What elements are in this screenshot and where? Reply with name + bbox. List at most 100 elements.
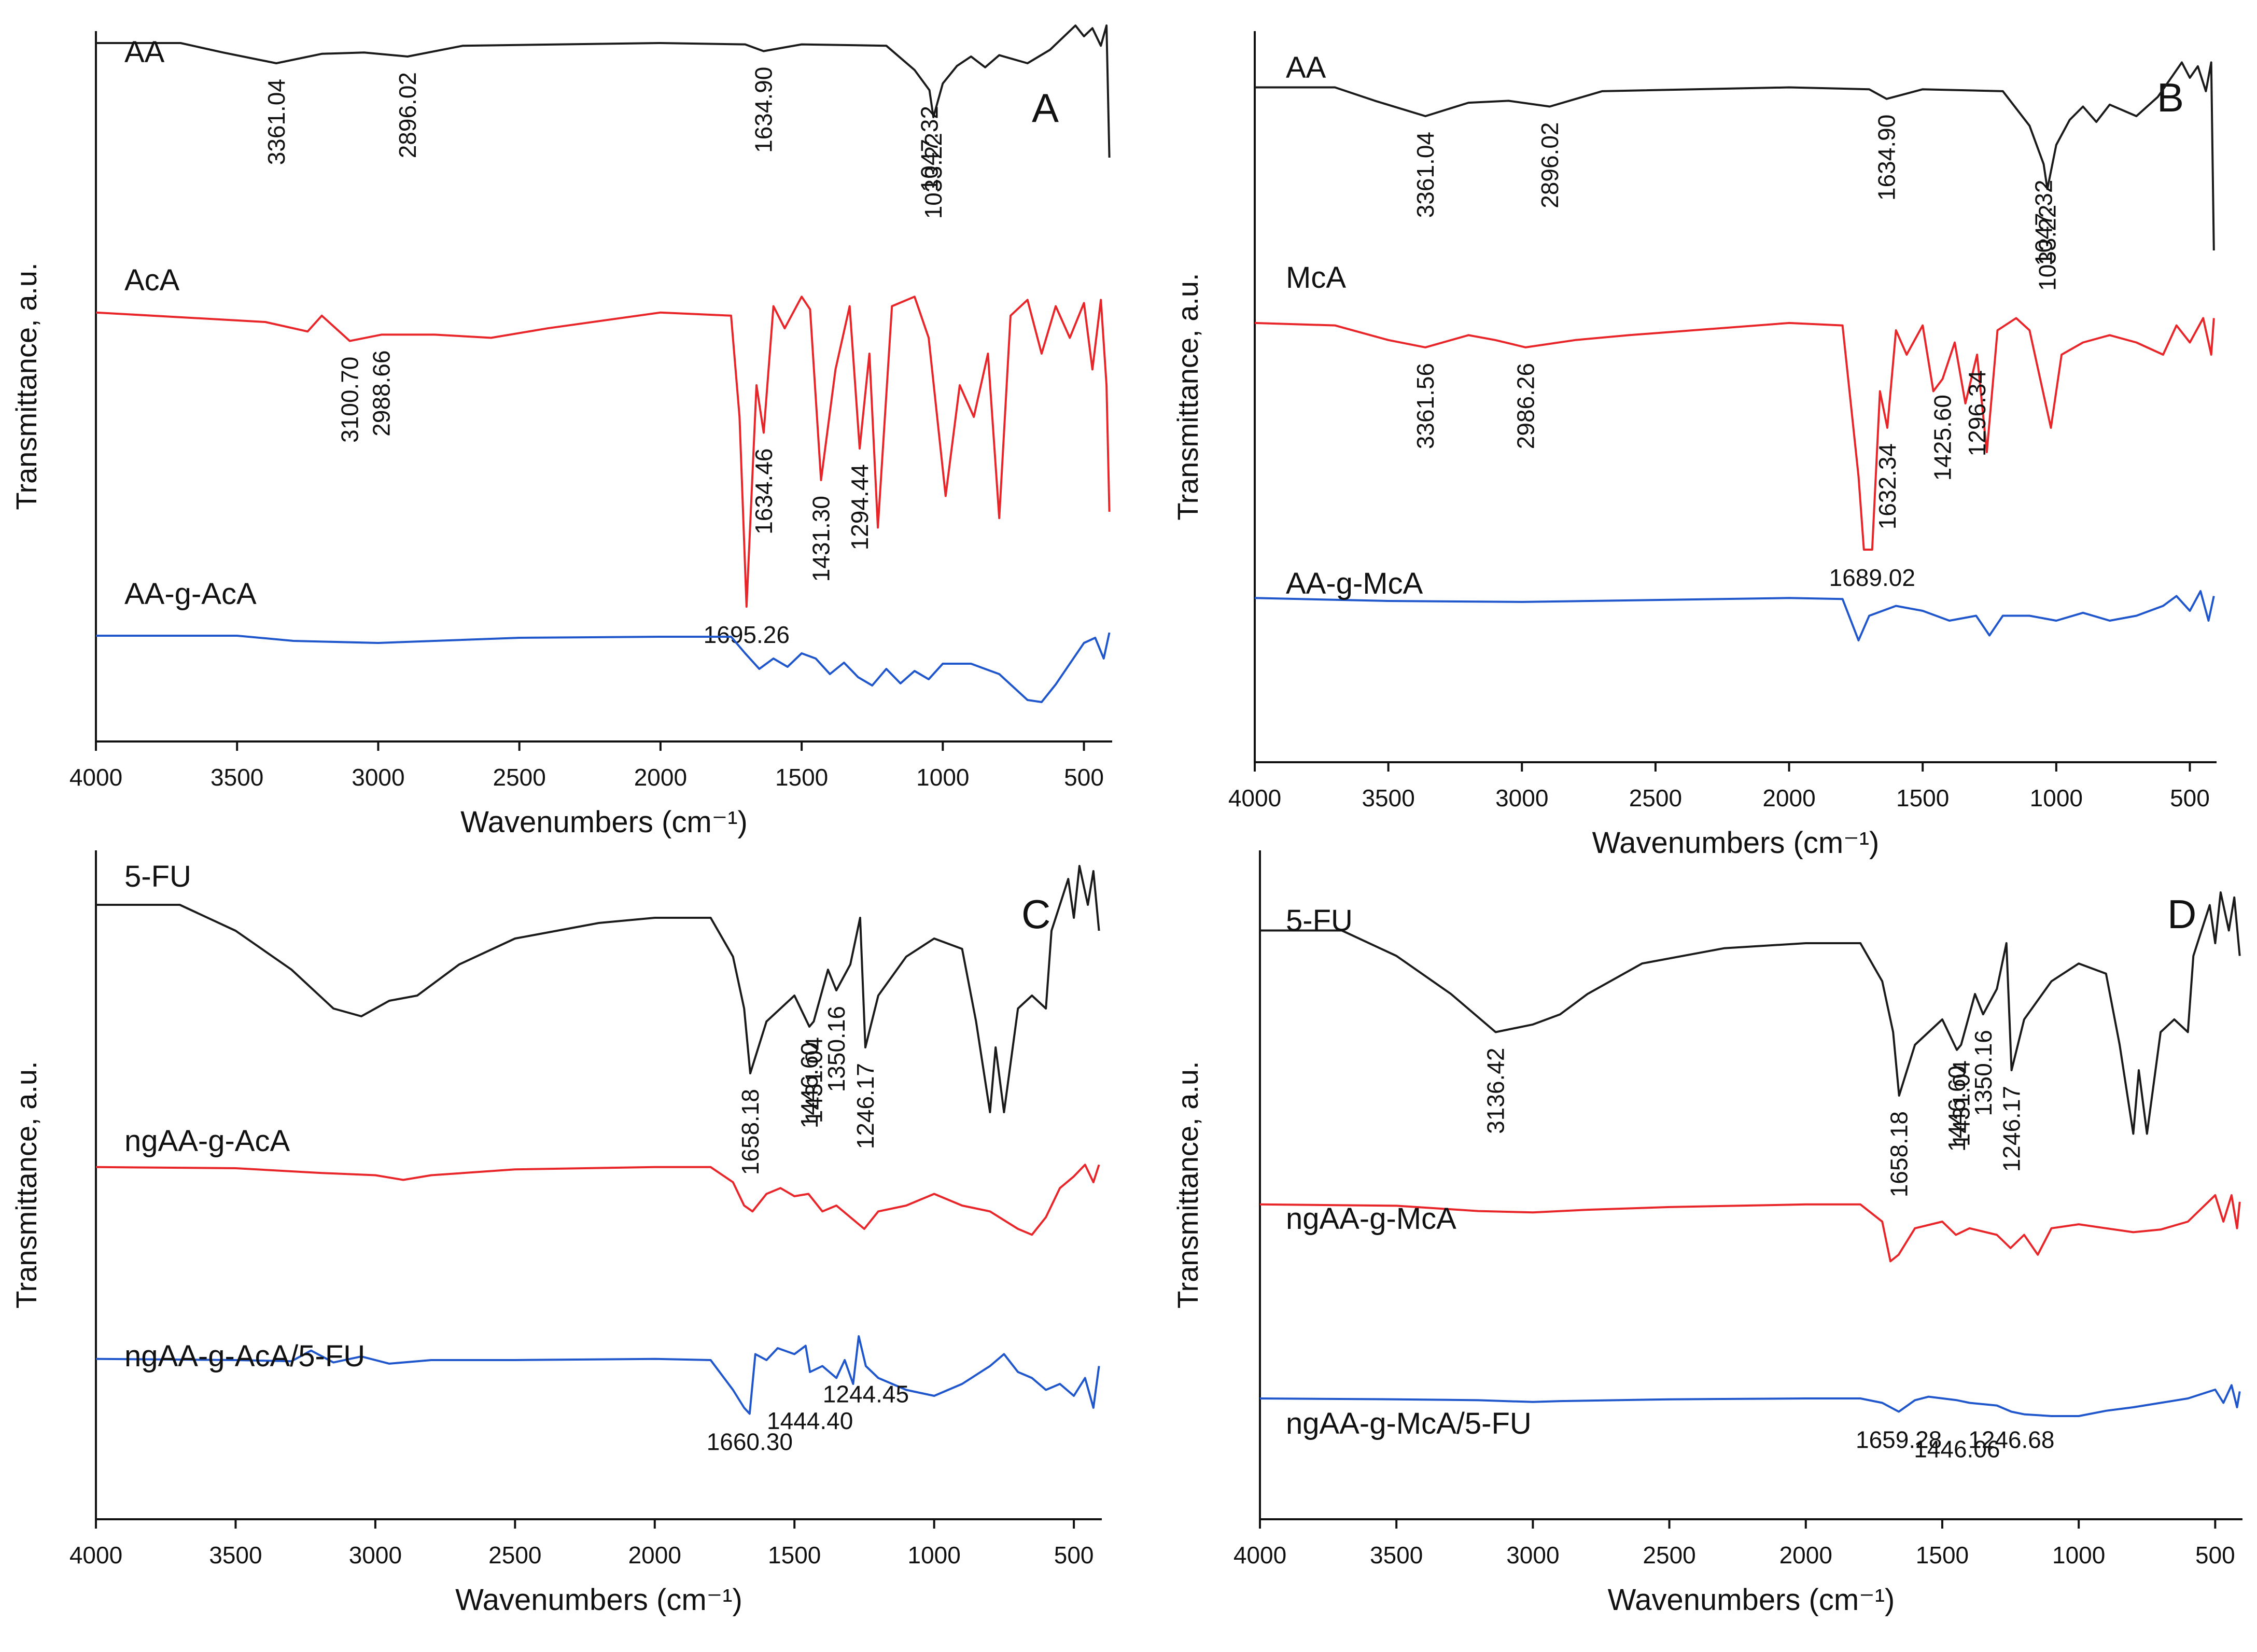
peak-label: 1634.90 — [750, 67, 777, 153]
x-tick-label: 1500 — [1916, 1542, 1969, 1569]
panel-letter: B — [2157, 75, 2184, 120]
x-tick-label: 1000 — [907, 1542, 960, 1569]
peak-label: 1244.45 — [823, 1381, 909, 1408]
peak-label: 1047.32 — [2030, 179, 2057, 265]
peak-label: 2988.66 — [368, 350, 395, 436]
x-tick-label: 3000 — [1495, 785, 1548, 811]
x-tick-label: 500 — [2170, 785, 2210, 811]
y-axis-title: Transmittance, a.u. — [1171, 273, 1204, 520]
spectrum-line-aa — [1255, 61, 2215, 251]
peak-label: 1431.04 — [800, 1037, 827, 1123]
x-tick-label: 500 — [1064, 764, 1104, 791]
panel-B: 4000 3500 3000 2500 2000 1500 1000 500 Wavenumbe… — [1171, 31, 2217, 860]
x-tick-label: 2000 — [1779, 1542, 1832, 1569]
series-name-label: ngAA-g-AcA — [124, 1124, 290, 1158]
peak-label: 1658.18 — [1886, 1111, 1913, 1197]
series-name-label: AA-g-AcA — [124, 577, 257, 611]
peak-label: 1246.17 — [1998, 1086, 2025, 1172]
series-name-label: 5-FU — [124, 860, 191, 893]
peak-label: 1695.26 — [704, 621, 790, 648]
peak-label: 1246.68 — [1968, 1426, 2054, 1453]
peak-label: 1634.90 — [1873, 115, 1900, 201]
spectrum-line-aa-g-aca — [96, 632, 1111, 703]
spectrum-line-aca — [95, 296, 1111, 608]
x-tick-label: 1000 — [2052, 1542, 2105, 1569]
spectrum-line-mca — [1254, 317, 2215, 551]
peak-label: 2986.26 — [1512, 363, 1539, 449]
panel-C: 4000 3500 3000 2500 2000 1500 1000 500 Wavenumbe… — [10, 850, 1102, 1617]
x-tick-label: 3500 — [209, 1542, 262, 1569]
peak-label: 1431.30 — [808, 496, 835, 582]
peak-label: 1294.44 — [846, 464, 873, 550]
y-axis-title: Transmittance, a.u. — [10, 262, 43, 510]
series-name-label: McA — [1286, 261, 1346, 295]
x-tick-label: 1500 — [768, 1542, 821, 1569]
series-name-label: AcA — [124, 263, 180, 297]
panel-D: 4000 3500 3000 2500 2000 1500 1000 500 Wavenumbe… — [1171, 850, 2242, 1617]
peak-label: 1446.06 — [1914, 1435, 2000, 1462]
x-tick-label: 3000 — [1506, 1542, 1559, 1569]
x-tick-label: 500 — [2195, 1542, 2235, 1569]
x-tick-label: 500 — [1054, 1542, 1094, 1569]
peak-label: 1425.60 — [1929, 395, 1956, 481]
x-tick-label: 3000 — [352, 764, 404, 791]
spectrum-line-ngaa-g-aca-5-fu — [95, 1335, 1100, 1415]
peak-label: 1658.18 — [737, 1089, 764, 1175]
x-tick-label: 4000 — [69, 764, 122, 791]
spectrum-line-ngaa-g-aca — [95, 1164, 1100, 1236]
x-tick-label: 2000 — [1762, 785, 1815, 811]
peak-label: 1660.30 — [707, 1429, 793, 1455]
series-name-label: ngAA-g-McA — [1286, 1202, 1456, 1236]
peak-label: 3100.70 — [337, 357, 363, 443]
x-tick-label: 1500 — [1896, 785, 1949, 811]
peak-label: 1659.28 — [1856, 1426, 1942, 1453]
spectrum-line-5-fu — [96, 865, 1100, 1113]
peak-label: 1246.17 — [852, 1063, 879, 1149]
peak-label: 1632.34 — [1874, 443, 1901, 529]
x-tick-label: 2500 — [1629, 785, 1682, 811]
peak-label: 1444.40 — [767, 1407, 853, 1434]
x-axis-title: Wavenumbers (cm⁻¹) — [460, 805, 748, 839]
peak-label: 1033.22 — [920, 133, 947, 219]
peak-label: 3361.56 — [1412, 363, 1439, 449]
peak-label: 3361.04 — [1412, 132, 1439, 218]
x-tick-label: 4000 — [1233, 1542, 1286, 1569]
peak-label: 2896.02 — [394, 72, 421, 158]
y-axis-title: Transmittance, a.u. — [1171, 1061, 1204, 1308]
x-tick-label: 3500 — [1362, 785, 1414, 811]
peak-label: 1350.16 — [1970, 1030, 1997, 1116]
peak-label: 1033.22 — [2034, 205, 2061, 291]
series-name-label: AA — [1286, 51, 1326, 85]
x-tick-label: 4000 — [1228, 785, 1281, 811]
x-tick-label: 1500 — [775, 764, 828, 791]
peak-label: 1350.16 — [823, 1006, 850, 1092]
x-tick-label: 2000 — [634, 764, 687, 791]
x-tick-label: 3500 — [211, 764, 263, 791]
panel-letter: A — [1032, 85, 1059, 131]
x-tick-label: 4000 — [69, 1542, 122, 1569]
peak-label: 2896.02 — [1536, 122, 1563, 208]
peak-label: 3361.04 — [263, 79, 290, 165]
spectrum-line-ngaa-g-mca-5-fu — [1259, 1384, 2241, 1417]
peak-label: 1431.04 — [1947, 1060, 1974, 1146]
series-name-label: ngAA-g-McA/5-FU — [1286, 1407, 1532, 1440]
y-axis-title: Transmittance, a.u. — [10, 1061, 43, 1308]
spectrum-line-aa-g-mca — [1254, 590, 2215, 641]
x-tick-label: 3000 — [349, 1542, 402, 1569]
series-name-label: 5-FU — [1286, 904, 1353, 937]
peak-label: 1446.60 — [1943, 1066, 1970, 1152]
spectrum-line-5-fu — [1260, 891, 2241, 1135]
panel-A: 4000 3500 3000 2500 2000 1500 1000 500 Wavenumbe… — [10, 24, 1112, 839]
spectrum-line-ngaa-g-mca — [1259, 1194, 2241, 1263]
x-tick-label: 3500 — [1370, 1542, 1423, 1569]
peak-label: 1634.46 — [750, 449, 777, 535]
spectrum-line-aa — [96, 24, 1111, 158]
peak-label: 1689.02 — [1829, 564, 1915, 591]
x-tick-label: 2500 — [488, 1542, 541, 1569]
peak-label: 3136.42 — [1482, 1048, 1509, 1134]
peak-label: 1296.34 — [1964, 370, 1990, 456]
x-axis-title: Wavenumbers (cm⁻¹) — [455, 1583, 742, 1617]
series-name-label: AA-g-McA — [1286, 567, 1423, 600]
x-tick-label: 2500 — [493, 764, 545, 791]
